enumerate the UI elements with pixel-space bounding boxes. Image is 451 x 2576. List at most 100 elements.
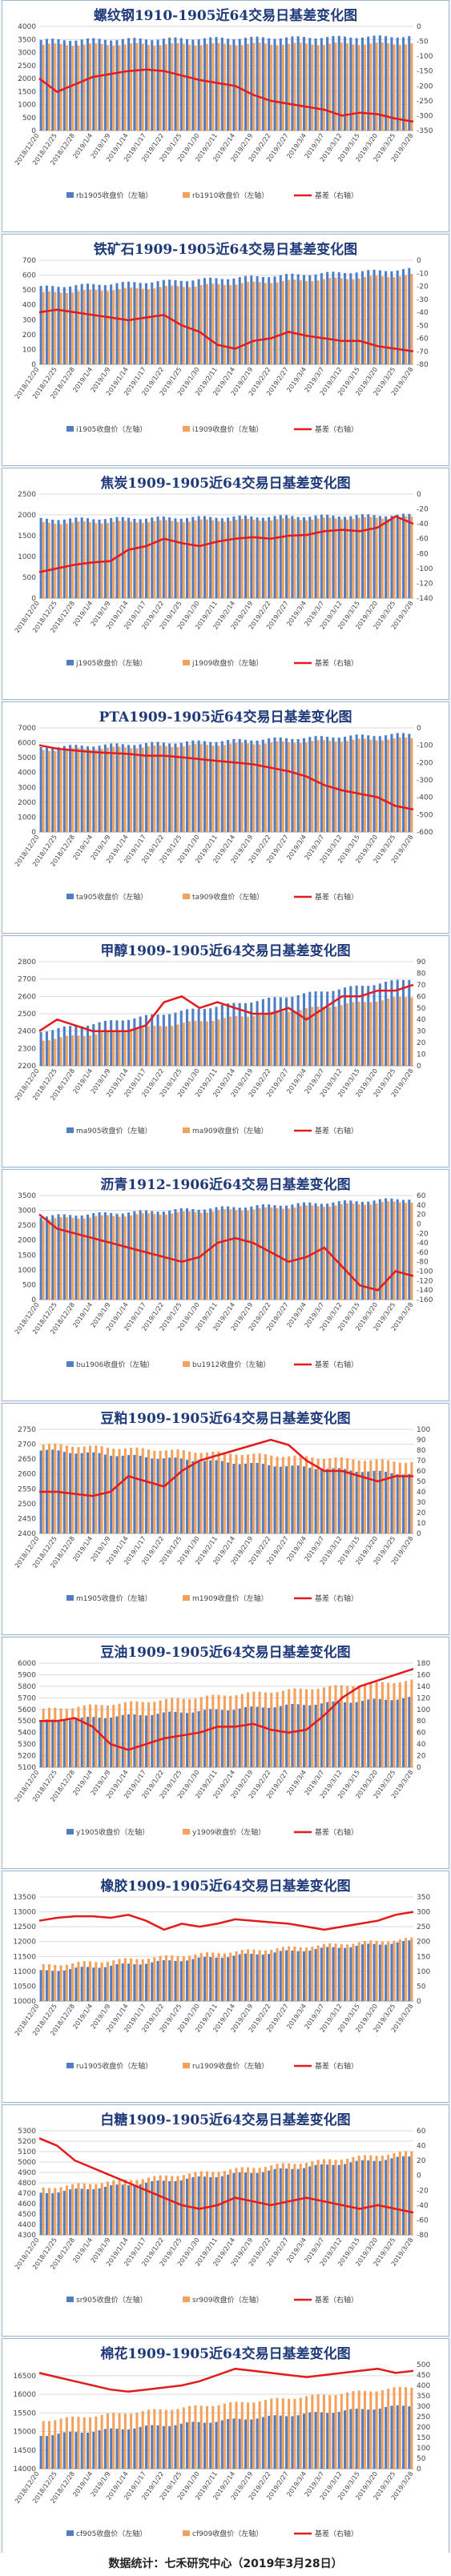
legend-swatch xyxy=(66,1127,74,1133)
bar-series2 xyxy=(153,288,156,364)
bar-series2 xyxy=(141,2411,144,2469)
bar-series1 xyxy=(121,516,124,598)
bar-series2 xyxy=(118,1216,121,1300)
bar-series1 xyxy=(360,1701,364,1767)
bar-series1 xyxy=(92,2431,95,2469)
bar-series1 xyxy=(98,1453,101,1533)
bar-series2 xyxy=(375,2156,378,2235)
bar-series1 xyxy=(279,1706,282,1767)
bar-series2 xyxy=(334,2395,337,2469)
bar-series1 xyxy=(296,1203,300,1300)
bar-series2 xyxy=(176,2409,179,2469)
y-left-tick-label: 500 xyxy=(22,115,36,123)
bar-series2 xyxy=(211,1694,215,1767)
bar-series1 xyxy=(367,1471,370,1533)
y-right-tick-label: 10 xyxy=(417,1051,426,1059)
bar-series2 xyxy=(95,749,98,832)
bar-series1 xyxy=(296,739,300,832)
bar-series2 xyxy=(223,745,226,832)
bar-series2 xyxy=(288,1456,291,1533)
bar-series2 xyxy=(322,1687,325,1767)
y-right-tick-label: 450 xyxy=(417,2372,430,2380)
y-right-tick-label: 20 xyxy=(417,1039,426,1047)
bar-series1 xyxy=(227,1957,230,2001)
y-right-tick-label: -100 xyxy=(417,53,433,61)
bar-series2 xyxy=(305,1947,308,2001)
bar-series2 xyxy=(147,2177,151,2235)
bar-series2 xyxy=(387,998,390,1066)
bar-series1 xyxy=(168,1711,171,1767)
bar-series1 xyxy=(110,1212,113,1300)
bar-series1 xyxy=(378,983,381,1066)
y-left-tick-label: 2600 xyxy=(18,1471,36,1479)
bar-series1 xyxy=(232,1955,236,2001)
y-right-tick-label: -40 xyxy=(417,1240,429,1248)
legend-label: m1909收盘价（左轴） xyxy=(192,1593,268,1603)
bar-series1 xyxy=(57,747,60,832)
legend-label: rb1910收盘价（左轴） xyxy=(192,191,268,200)
y-left-tick-label: 2500 xyxy=(18,62,36,70)
y-left-tick-label: 15000 xyxy=(13,2429,36,2437)
bar-series1 xyxy=(209,1008,212,1066)
legend-swatch xyxy=(66,2530,74,2536)
y-left-tick-label: 12500 xyxy=(13,1923,36,1931)
bar-series2 xyxy=(264,2400,267,2469)
bar-series1 xyxy=(133,745,136,832)
bar-series2 xyxy=(369,1002,372,1066)
bar-series1 xyxy=(337,737,340,832)
y-left-tick-label: 4700 xyxy=(18,2190,36,2198)
bar-series1 xyxy=(127,38,131,131)
bar-series2 xyxy=(316,1206,320,1300)
bar-series2 xyxy=(369,1940,372,2001)
y-right-tick-label: 40 xyxy=(417,1741,426,1749)
bar-series2 xyxy=(135,1214,139,1300)
bar-series2 xyxy=(171,746,174,832)
chart-title: 铁矿石1909-1905近64交易日基差变化图 xyxy=(93,242,358,258)
y-left-tick-label: 2500 xyxy=(18,491,36,499)
y-right-tick-label: 150 xyxy=(417,2434,430,2442)
bar-series1 xyxy=(115,1213,119,1300)
bar-series1 xyxy=(62,519,66,598)
bar-series1 xyxy=(279,737,282,832)
bar-series2 xyxy=(288,43,291,131)
bar-series2 xyxy=(59,1217,62,1300)
bar-series1 xyxy=(110,743,113,832)
bar-series2 xyxy=(188,44,191,131)
bar-series2 xyxy=(223,284,226,364)
bar-series2 xyxy=(270,1949,273,2001)
y-left-tick-label: 2700 xyxy=(18,1441,36,1449)
bar-series2 xyxy=(247,282,250,364)
bar-series1 xyxy=(127,281,131,364)
bar-series2 xyxy=(159,520,162,598)
bar-series2 xyxy=(281,281,284,364)
chart-panel: 焦炭1909-1905近64交易日基差变化图 0 500 1000 1500 2000 25… xyxy=(2,468,449,700)
bar-series1 xyxy=(174,1960,177,2001)
bar-series1 xyxy=(238,1954,241,2001)
basis-line xyxy=(38,983,414,1032)
bar-series1 xyxy=(385,2407,388,2469)
bar-series2 xyxy=(328,1943,332,2001)
bar-series1 xyxy=(232,738,236,832)
bar-series1 xyxy=(144,2425,147,2469)
legend-swatch xyxy=(66,894,74,899)
y-left-tick-label: 1000 xyxy=(18,814,36,822)
y-left-tick-label: 2450 xyxy=(18,1515,36,1523)
bar-series2 xyxy=(130,43,133,131)
bar-series1 xyxy=(261,37,264,131)
bar-series1 xyxy=(244,739,248,832)
bar-series2 xyxy=(47,1219,51,1300)
bar-series2 xyxy=(375,1940,378,2001)
bar-series2 xyxy=(229,1453,232,1533)
bar-series1 xyxy=(191,1008,195,1066)
bar-series1 xyxy=(121,1455,124,1533)
bar-series1 xyxy=(372,515,376,598)
y-right-tick-label: 100 xyxy=(417,1706,430,1714)
bar-series2 xyxy=(322,1207,325,1300)
bar-series2 xyxy=(288,741,291,832)
bar-series1 xyxy=(227,1003,230,1066)
bar-series1 xyxy=(256,2418,259,2469)
bar-series1 xyxy=(179,518,183,598)
bar-series1 xyxy=(133,2428,136,2469)
bar-series2 xyxy=(410,1679,413,1767)
y-right-tick-label: -60 xyxy=(417,2216,429,2224)
